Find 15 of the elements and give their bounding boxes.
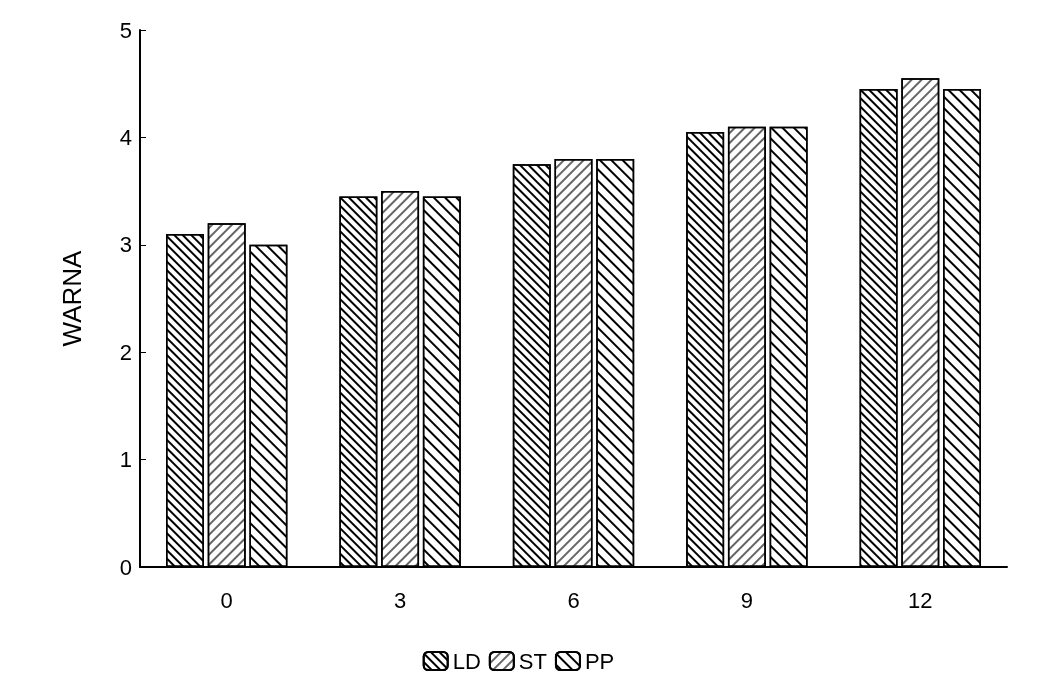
legend-label: ST xyxy=(518,648,547,674)
legend-label: LD xyxy=(452,648,481,674)
x-tick-label: 6 xyxy=(567,587,580,613)
y-tick-label: 4 xyxy=(119,124,132,150)
y-tick-label: 3 xyxy=(119,232,132,258)
y-tick-label: 2 xyxy=(119,339,132,365)
x-tick-label: 9 xyxy=(740,587,754,613)
y-tick-label: 1 xyxy=(119,447,132,473)
legend-label: PP xyxy=(584,648,615,674)
x-tick-label: 0 xyxy=(220,587,233,613)
x-tick-label: 12 xyxy=(908,587,933,613)
x-tick-label: 3 xyxy=(393,587,407,613)
y-tick-label: 5 xyxy=(119,17,132,43)
y-tick-label: 0 xyxy=(119,554,132,580)
y-axis-title: WARNA xyxy=(57,249,87,347)
